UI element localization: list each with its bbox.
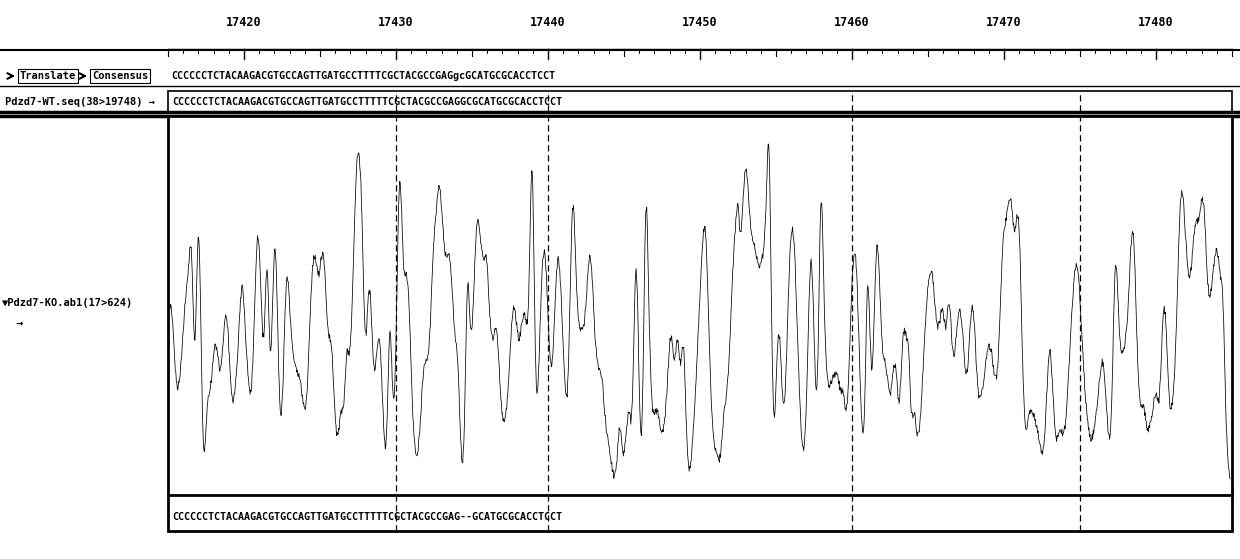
Text: 17480: 17480 bbox=[1138, 16, 1174, 29]
Text: 17420: 17420 bbox=[226, 16, 262, 29]
Text: 17450: 17450 bbox=[682, 16, 718, 29]
Text: 17470: 17470 bbox=[986, 16, 1022, 29]
Text: ▼Pdzd7-KO.ab1(17>624): ▼Pdzd7-KO.ab1(17>624) bbox=[2, 299, 133, 309]
Text: 17430: 17430 bbox=[378, 16, 414, 29]
Bar bbox=[167, 91, 1233, 113]
Text: Pdzd7-WT.seq(38>19748) →: Pdzd7-WT.seq(38>19748) → bbox=[5, 97, 155, 107]
Text: Consensus: Consensus bbox=[92, 71, 149, 81]
Text: 17460: 17460 bbox=[835, 16, 869, 29]
Bar bbox=[167, 116, 1233, 531]
Text: →: → bbox=[2, 317, 24, 330]
Text: CCCCCCTCTACAAGACGTGCCAGTTGATGCCTTTTCGCTACGCCGAGgcGCATGCGCACCTCCT: CCCCCCTCTACAAGACGTGCCAGTTGATGCCTTTTCGCTA… bbox=[171, 71, 556, 81]
Text: 17440: 17440 bbox=[531, 16, 565, 29]
Text: CCCCCCTCTACAAGACGTGCCAGTTGATGCCTTTTTCGCTACGCCGAG--GCATGCGCACCTCCT: CCCCCCTCTACAAGACGTGCCAGTTGATGCCTTTTTCGCT… bbox=[172, 512, 562, 522]
Text: CCCCCCTCTACAAGACGTGCCAGTTGATGCCTTTTTCGCTACGCCGAGGCGCATGCGCACCTCCT: CCCCCCTCTACAAGACGTGCCAGTTGATGCCTTTTTCGCT… bbox=[172, 97, 562, 107]
Text: Translate: Translate bbox=[20, 71, 76, 81]
